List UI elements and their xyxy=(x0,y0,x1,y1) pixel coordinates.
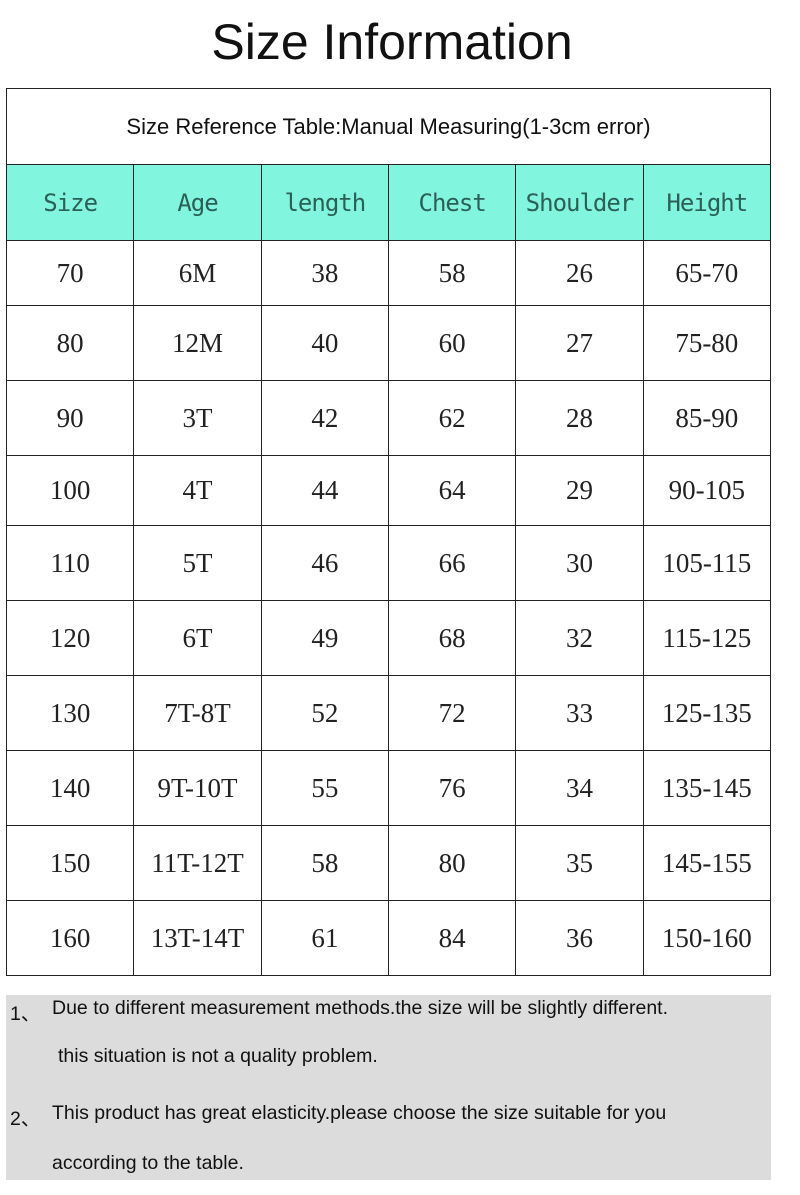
table-row: 90 3T 42 62 28 85-90 xyxy=(5,380,772,456)
cell-length: 46 xyxy=(260,525,389,601)
table-row: 100 4T 44 64 29 90-105 xyxy=(5,455,772,526)
cell-length: 55 xyxy=(260,750,389,826)
column-header-age: Age xyxy=(133,164,262,241)
cell-age: 4T xyxy=(133,455,262,526)
cell-age: 6M xyxy=(133,240,262,306)
cell-chest: 60 xyxy=(387,305,517,381)
table-row: 70 6M 38 58 26 65-70 xyxy=(5,240,772,306)
column-header-length: length xyxy=(260,164,389,241)
cell-age: 7T-8T xyxy=(133,675,262,751)
table-header-row: Size Age length Chest Shoulder Height xyxy=(5,164,772,241)
column-header-shoulder: Shoulder xyxy=(515,164,644,241)
cell-size: 110 xyxy=(5,525,135,601)
note-2-number: 2、 xyxy=(10,1108,41,1130)
cell-chest: 80 xyxy=(387,825,517,901)
cell-size: 130 xyxy=(5,675,135,751)
cell-size: 150 xyxy=(5,825,135,901)
note-2-line2: according to the table. xyxy=(52,1152,244,1174)
table-caption: Size Reference Table:Manual Measuring(1-… xyxy=(6,88,771,165)
cell-size: 160 xyxy=(5,900,135,976)
cell-height: 65-70 xyxy=(642,240,772,306)
cell-chest: 58 xyxy=(387,240,517,306)
cell-age: 9T-10T xyxy=(133,750,262,826)
cell-length: 44 xyxy=(260,455,389,526)
cell-height: 75-80 xyxy=(642,305,772,381)
cell-length: 38 xyxy=(260,240,389,306)
cell-chest: 62 xyxy=(387,380,517,456)
cell-shoulder: 28 xyxy=(515,380,644,456)
cell-height: 150-160 xyxy=(642,900,772,976)
cell-height: 90-105 xyxy=(642,455,772,526)
cell-shoulder: 27 xyxy=(515,305,644,381)
note-1-line1: Due to different measurement methods.the… xyxy=(52,997,669,1019)
cell-shoulder: 29 xyxy=(515,455,644,526)
table-row: 120 6T 49 68 32 115-125 xyxy=(5,600,772,676)
size-table: Size Reference Table:Manual Measuring(1-… xyxy=(5,88,772,976)
cell-shoulder: 30 xyxy=(515,525,644,601)
column-header-chest: Chest xyxy=(387,164,517,241)
cell-shoulder: 33 xyxy=(515,675,644,751)
column-header-height: Height xyxy=(642,164,772,241)
cell-chest: 76 xyxy=(387,750,517,826)
cell-age: 6T xyxy=(133,600,262,676)
cell-size: 90 xyxy=(5,380,135,456)
cell-length: 58 xyxy=(260,825,389,901)
table-row: 110 5T 46 66 30 105-115 xyxy=(5,525,772,601)
table-row: 160 13T-14T 61 84 36 150-160 xyxy=(5,900,772,976)
note-1-line2: this situation is not a quality problem. xyxy=(58,1045,378,1067)
cell-age: 5T xyxy=(133,525,262,601)
column-header-size: Size xyxy=(5,164,135,241)
cell-age: 12M xyxy=(133,305,262,381)
cell-height: 105-115 xyxy=(642,525,772,601)
cell-size: 140 xyxy=(5,750,135,826)
cell-age: 13T-14T xyxy=(133,900,262,976)
cell-chest: 66 xyxy=(387,525,517,601)
cell-age: 11T-12T xyxy=(133,825,262,901)
cell-height: 125-135 xyxy=(642,675,772,751)
cell-size: 100 xyxy=(5,455,135,526)
cell-length: 61 xyxy=(260,900,389,976)
table-row: 140 9T-10T 55 76 34 135-145 xyxy=(5,750,772,826)
cell-chest: 72 xyxy=(387,675,517,751)
cell-length: 40 xyxy=(260,305,389,381)
cell-shoulder: 26 xyxy=(515,240,644,306)
cell-size: 120 xyxy=(5,600,135,676)
cell-length: 52 xyxy=(260,675,389,751)
cell-shoulder: 36 xyxy=(515,900,644,976)
cell-chest: 68 xyxy=(387,600,517,676)
table-row: 150 11T-12T 58 80 35 145-155 xyxy=(5,825,772,901)
page-title: Size Information xyxy=(211,14,573,70)
cell-size: 70 xyxy=(5,240,135,306)
cell-height: 135-145 xyxy=(642,750,772,826)
cell-shoulder: 32 xyxy=(515,600,644,676)
cell-length: 49 xyxy=(260,600,389,676)
cell-height: 115-125 xyxy=(642,600,772,676)
note-1-number: 1、 xyxy=(10,1003,41,1025)
table-row: 130 7T-8T 52 72 33 125-135 xyxy=(5,675,772,751)
cell-shoulder: 35 xyxy=(515,825,644,901)
table-row: 80 12M 40 60 27 75-80 xyxy=(5,305,772,381)
notes-panel: 1、 Due to different measurement methods.… xyxy=(6,995,771,1180)
note-2-line1: This product has great elasticity.please… xyxy=(52,1102,667,1124)
cell-age: 3T xyxy=(133,380,262,456)
cell-height: 85-90 xyxy=(642,380,772,456)
cell-chest: 84 xyxy=(387,900,517,976)
cell-size: 80 xyxy=(5,305,135,381)
cell-chest: 64 xyxy=(387,455,517,526)
cell-shoulder: 34 xyxy=(515,750,644,826)
cell-height: 145-155 xyxy=(642,825,772,901)
cell-length: 42 xyxy=(260,380,389,456)
